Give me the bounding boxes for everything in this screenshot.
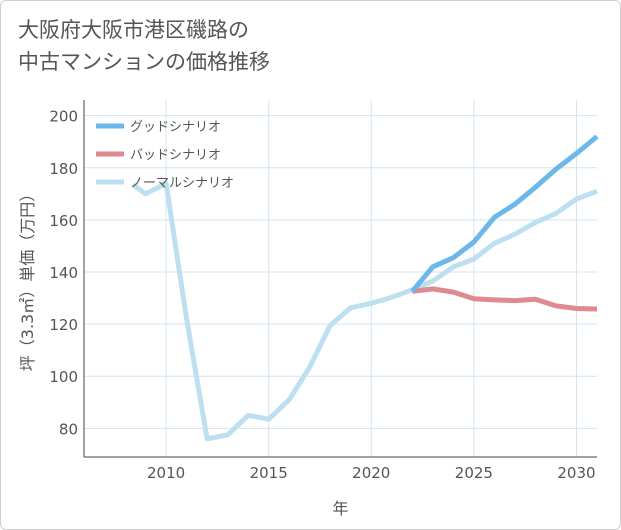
legend-label: グッドシナリオ bbox=[130, 120, 221, 135]
y-axis-label: 坪（3.3㎡）単価（万円） bbox=[18, 186, 37, 371]
y-tick-label: 140 bbox=[49, 264, 78, 282]
x-tick-label: 2030 bbox=[557, 464, 595, 482]
y-tick-label: 80 bbox=[59, 420, 78, 438]
x-tick-label: 2020 bbox=[352, 464, 390, 482]
title-line-2: 中古マンションの価格推移 bbox=[18, 50, 270, 74]
title-line-1: 大阪府大阪市港区磯路の bbox=[18, 18, 249, 42]
legend-label: ノーマルシナリオ bbox=[130, 176, 234, 191]
series-line-3 bbox=[131, 180, 598, 442]
x-tick-label: 2025 bbox=[455, 464, 493, 482]
chart-title: 大阪府大阪市港区磯路の 中古マンションの価格推移 bbox=[18, 14, 438, 78]
x-tick-label: 2015 bbox=[250, 464, 288, 482]
y-tick-label: 180 bbox=[49, 160, 78, 178]
y-tick-label: 160 bbox=[49, 212, 78, 230]
y-tick-label: 200 bbox=[49, 108, 78, 126]
y-tick-label: 120 bbox=[49, 316, 78, 334]
x-axis-label: 年 bbox=[332, 499, 348, 518]
series-line-2 bbox=[412, 286, 598, 312]
series-line-1 bbox=[410, 134, 599, 293]
legend-label: バッドシナリオ bbox=[130, 148, 221, 163]
x-tick-label: 2010 bbox=[147, 464, 185, 482]
y-tick-label: 100 bbox=[49, 368, 78, 386]
